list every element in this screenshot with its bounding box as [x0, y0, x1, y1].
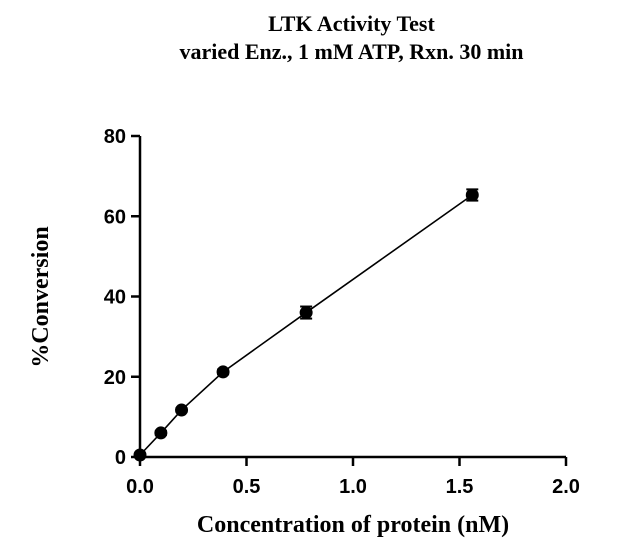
y-tick-label: 60: [104, 206, 126, 228]
y-tick-label: 20: [104, 367, 126, 389]
x-tick-label: 1.0: [339, 476, 367, 498]
x-axis-title: Concentration of protein (nM): [197, 512, 509, 538]
data-point: [299, 306, 313, 320]
data-point: [465, 188, 479, 202]
chart-subtitle: varied Enz., 1 mM ATP, Rxn. 30 min: [179, 39, 524, 64]
ticks: 0 20 40 60 80 0.0 0.5 1.0 1.5 2.0: [104, 126, 580, 498]
series-line: [139, 194, 473, 456]
data-point: [133, 448, 147, 462]
data-series: [133, 188, 479, 462]
y-tick-label: 0: [115, 447, 126, 469]
data-point: [216, 365, 230, 379]
x-tick-label: 0.5: [233, 476, 261, 498]
chart-title-block: LTK Activity Test varied Enz., 1 mM ATP,…: [0, 10, 623, 66]
x-tick-label: 0.0: [126, 476, 154, 498]
axes: [138, 136, 566, 459]
data-point: [175, 403, 189, 417]
y-axis-title: %Conversion: [28, 226, 54, 367]
y-tick-label: 40: [104, 287, 126, 309]
x-tick-label: 1.5: [446, 476, 474, 498]
x-tick-label: 2.0: [552, 476, 580, 498]
y-tick-label: 80: [104, 126, 126, 148]
data-point: [154, 426, 168, 440]
chart-title: LTK Activity Test: [268, 11, 435, 36]
